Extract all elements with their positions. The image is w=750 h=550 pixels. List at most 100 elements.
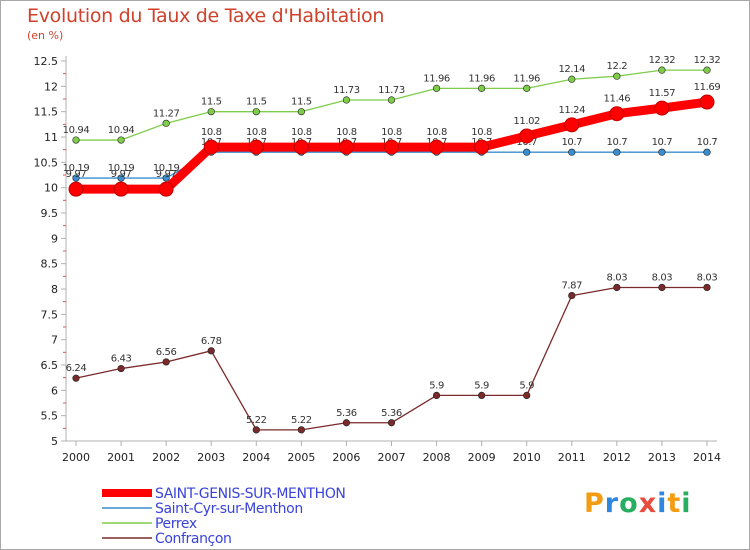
x-tick-label: 2010 <box>513 451 541 464</box>
y-tick-label: 6 <box>51 384 58 397</box>
data-point <box>703 283 711 292</box>
data-point <box>162 358 170 366</box>
data-point <box>658 283 666 292</box>
data-label: 6.43 <box>111 354 132 365</box>
data-label: 8.03 <box>607 272 628 283</box>
data-point <box>72 136 80 144</box>
data-point <box>478 391 486 400</box>
data-label: 5.22 <box>291 415 312 426</box>
y-tick-label: 9.5 <box>41 207 59 220</box>
y-tick-label: 12 <box>44 80 58 93</box>
data-label: 8.03 <box>697 272 718 283</box>
y-tick-label: 10 <box>44 182 58 195</box>
data-label: 5.9 <box>519 380 534 391</box>
x-tick-label: 2001 <box>107 451 135 464</box>
data-point <box>72 174 80 182</box>
x-tick-label: 2004 <box>242 451 270 464</box>
y-tick-label: 7.5 <box>41 308 59 321</box>
data-point <box>203 139 219 155</box>
data-label: 11.46 <box>604 94 631 105</box>
data-label: 6.24 <box>66 363 87 374</box>
data-label: 8.03 <box>652 272 673 283</box>
data-label: 9.97 <box>156 169 177 180</box>
data-point <box>293 139 309 155</box>
chart-unit-label: (en %) <box>27 29 64 42</box>
data-point <box>117 364 125 373</box>
legend-label: SAINT-GENIS-SUR-MENTHON <box>155 486 346 502</box>
y-tick-label: 5 <box>51 435 58 448</box>
chart-legend: SAINT-GENIS-SUR-MENTHONSaint-Cyr-sur-Men… <box>102 486 346 547</box>
data-label: 12.32 <box>649 55 676 66</box>
y-tick-label: 12.5 <box>34 55 59 68</box>
data-label: 5.9 <box>429 380 444 391</box>
data-point <box>568 291 576 300</box>
data-label: 10.8 <box>336 127 357 138</box>
x-tick-label: 2007 <box>378 451 406 464</box>
data-label: 10.8 <box>246 127 267 138</box>
data-point <box>613 72 621 80</box>
data-label: 5.36 <box>381 408 402 419</box>
data-label: 10.8 <box>381 127 402 138</box>
data-point <box>613 283 621 292</box>
data-label: 10.7 <box>607 137 628 148</box>
data-label: 10.7 <box>652 137 673 148</box>
data-label: 6.56 <box>156 347 177 358</box>
data-point <box>523 391 531 400</box>
y-tick-label: 11 <box>44 131 58 144</box>
data-point <box>658 66 666 74</box>
data-label: 11.73 <box>333 85 360 96</box>
data-point <box>564 117 580 133</box>
data-point <box>613 148 621 156</box>
x-tick-label: 2013 <box>648 451 676 464</box>
data-point <box>658 148 666 156</box>
chart-axes: 5 5.5 6 6.5 7 7.5 8 8.5 9 9.5 10 10.5 11 11.5 12 12.5 20… <box>34 55 722 464</box>
data-label: 7.87 <box>561 281 582 292</box>
data-label: 5.22 <box>246 415 267 426</box>
data-label: 10.8 <box>426 127 447 138</box>
x-tick-label: 2009 <box>468 451 496 464</box>
data-point <box>478 84 486 92</box>
data-point <box>297 108 305 116</box>
data-point <box>342 96 351 104</box>
data-label: 10.7 <box>561 137 582 148</box>
data-label: 10.94 <box>63 125 90 136</box>
data-label: 11.96 <box>513 73 540 84</box>
data-label: 5.36 <box>336 408 357 419</box>
data-point <box>162 174 170 182</box>
data-point <box>158 181 174 197</box>
data-point <box>387 419 396 427</box>
data-point <box>162 119 170 127</box>
proxiti-logo: Proxiti <box>584 488 692 519</box>
data-label: 9.97 <box>66 169 87 180</box>
x-tick-label: 2000 <box>62 451 90 464</box>
data-label: 5.9 <box>474 380 489 391</box>
series-4: 6.24 6.43 6.56 6.78 5.22 5.22 5.36 5.36 5.9 5.9 5.… <box>66 272 718 434</box>
chart-title: Evolution du Taux de Taxe d'Habitation <box>27 5 385 27</box>
series-1: 9.97 9.97 9.97 10.8 10.8 10.8 10.8 10.8 10.8 10.8… <box>66 82 721 197</box>
data-point <box>252 108 260 116</box>
data-label: 10.19 <box>63 163 90 174</box>
data-label: 6.78 <box>201 336 222 347</box>
data-label: 12.32 <box>694 55 721 66</box>
data-point <box>523 84 531 92</box>
y-tick-label: 9 <box>51 232 58 245</box>
data-label: 12.14 <box>558 64 585 75</box>
data-label: 11.57 <box>649 88 676 99</box>
y-tick-label: 5.5 <box>41 410 59 423</box>
data-label: 10.94 <box>108 125 135 136</box>
data-point <box>207 347 215 355</box>
data-label: 11.73 <box>378 85 405 96</box>
data-point <box>519 128 535 144</box>
y-tick-label: 10.5 <box>34 156 59 169</box>
data-label: 10.8 <box>201 127 222 138</box>
data-point <box>387 96 396 104</box>
data-label: 10.7 <box>697 137 718 148</box>
data-point <box>568 148 576 156</box>
data-point <box>68 181 84 197</box>
y-tick-label: 11.5 <box>34 106 59 119</box>
data-label: 11.27 <box>153 108 180 119</box>
data-label: 10.19 <box>108 163 135 174</box>
legend-label: Confrançon <box>155 531 232 547</box>
data-point <box>72 374 80 382</box>
